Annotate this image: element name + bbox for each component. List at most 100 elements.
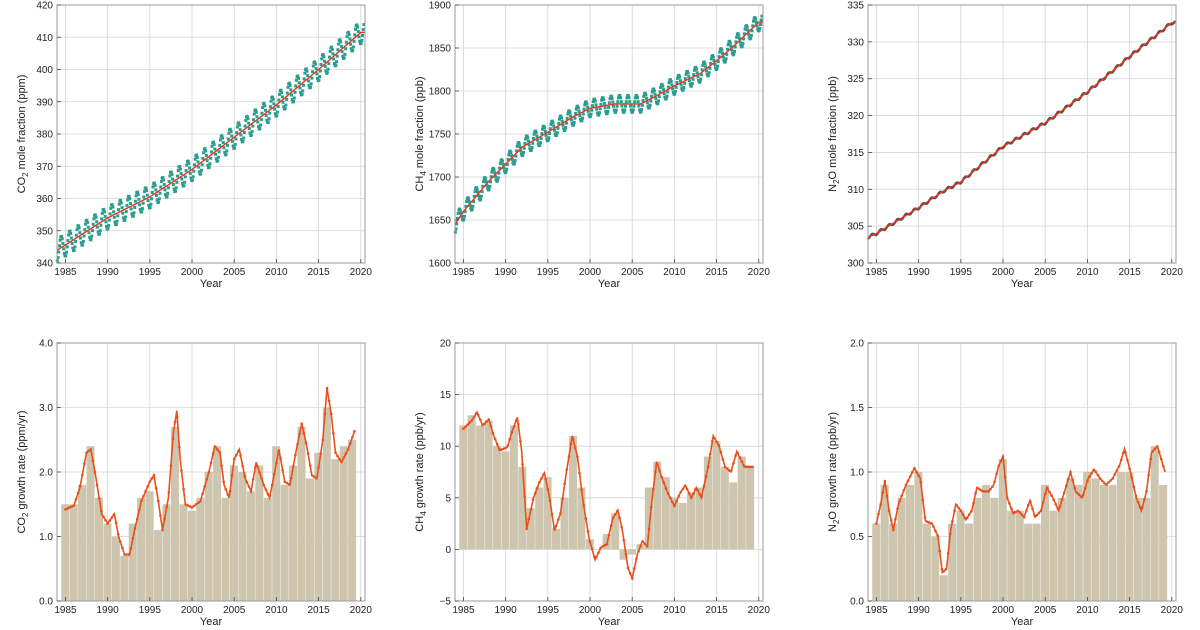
growth-rate-marker — [1012, 511, 1015, 515]
monthly-point — [358, 39, 362, 43]
monthly-point — [498, 161, 502, 165]
monthly-point — [662, 92, 666, 96]
monthly-point — [556, 126, 560, 130]
monthly-point — [488, 184, 492, 188]
y-axis-label-text: growth rate (ppb/yr) — [414, 412, 426, 511]
growth-rate-marker — [677, 495, 680, 498]
monthly-point — [304, 67, 308, 71]
monthly-point — [102, 207, 106, 211]
monthly-point — [569, 114, 573, 118]
growth-rate-marker — [892, 528, 895, 532]
monthly-point — [130, 212, 134, 216]
growth-rate-marker — [1043, 492, 1047, 496]
growth-rate-marker — [1083, 486, 1087, 490]
monthly-point — [246, 117, 250, 121]
monthly-point — [314, 67, 318, 71]
growth-rate-marker — [881, 491, 885, 494]
growth-rate-marker — [1090, 471, 1093, 475]
monthly-point — [685, 69, 689, 73]
monthly-point — [280, 90, 284, 94]
monthly-point — [303, 71, 307, 75]
monthly-point — [606, 109, 610, 113]
monthly-point — [119, 198, 123, 202]
monthly-point — [463, 210, 467, 214]
monthly-point — [242, 130, 246, 134]
growth-rate-marker — [85, 451, 88, 454]
growth-rate-marker — [1050, 494, 1053, 497]
monthly-point — [610, 96, 614, 100]
growth-rate-marker — [1109, 479, 1112, 482]
growth-rate-marker — [201, 492, 204, 496]
y-axis-label-subscript: 4 — [419, 171, 428, 176]
monthly-point — [336, 48, 340, 52]
monthly-point — [664, 97, 668, 101]
growth-rate-marker — [611, 516, 615, 520]
monthly-point — [238, 128, 242, 132]
monthly-point — [504, 170, 508, 174]
growth-rate-marker — [260, 477, 263, 480]
growth-rate-marker — [576, 455, 579, 458]
monthly-point — [108, 212, 112, 216]
monthly-point — [758, 26, 762, 30]
monthly-point — [73, 245, 77, 249]
annual-bar — [1057, 497, 1066, 601]
monthly-point — [594, 103, 598, 107]
monthly-point — [327, 62, 331, 66]
annual-bar — [238, 472, 247, 601]
monthly-point — [510, 157, 514, 161]
monthly-point — [505, 167, 509, 171]
growth-rate-marker — [622, 538, 626, 542]
growth-rate-marker — [224, 487, 228, 491]
monthly-point — [74, 233, 78, 237]
monthly-point — [306, 79, 310, 83]
monthly-point — [348, 37, 352, 41]
monthly-point — [625, 96, 629, 100]
growth-rate-marker — [1071, 478, 1074, 482]
growth-rate-marker — [609, 524, 613, 528]
monthly-point — [345, 35, 349, 39]
y-tick-label: 1800 — [429, 87, 452, 98]
monthly-point — [565, 116, 569, 120]
growth-rate-marker — [744, 465, 748, 469]
growth-rate-marker — [567, 455, 571, 458]
growth-rate-marker — [188, 505, 192, 508]
growth-rate-marker — [586, 530, 590, 533]
growth-rate-marker — [500, 448, 503, 451]
monthly-point — [115, 219, 119, 223]
monthly-point — [155, 198, 159, 202]
monthly-point — [226, 143, 230, 147]
x-tick-label: 2005 — [621, 267, 644, 278]
monthly-point — [465, 200, 469, 204]
monthly-point — [708, 66, 712, 70]
x-axis-ticks: 1985 1990 1995 2000 2005 2010 2015 2020 — [865, 259, 1183, 278]
growth-rate-marker — [220, 464, 223, 467]
monthly-point — [614, 110, 618, 114]
monthly-point — [152, 181, 156, 185]
annual-bar — [1159, 484, 1168, 601]
monthly-point — [735, 35, 739, 39]
monthly-point — [496, 176, 500, 180]
growth-rate-marker — [877, 512, 880, 516]
growth-rate-marker — [262, 483, 266, 487]
growth-rate-marker — [654, 470, 657, 474]
y-tick-label: 5 — [445, 493, 451, 504]
monthly-point — [711, 55, 715, 59]
growth-rate-marker — [917, 474, 920, 477]
growth-rate-marker — [1062, 491, 1066, 495]
monthly-point — [703, 62, 707, 66]
monthly-point — [638, 108, 642, 112]
monthly-point — [141, 201, 145, 205]
monthly-point — [111, 205, 115, 209]
monthly-point — [512, 161, 516, 165]
monthly-point — [153, 183, 157, 187]
x-axis-label: Year — [1011, 278, 1034, 290]
monthly-point — [356, 30, 360, 34]
growth-rate-marker — [641, 540, 645, 543]
monthly-point — [95, 225, 99, 229]
growth-rate-marker — [738, 456, 742, 459]
monthly-point — [515, 149, 519, 153]
growth-rate-marker — [1098, 477, 1102, 480]
growth-rate-marker — [1077, 493, 1081, 496]
trend-line — [56, 31, 365, 251]
monthly-point — [673, 89, 677, 93]
